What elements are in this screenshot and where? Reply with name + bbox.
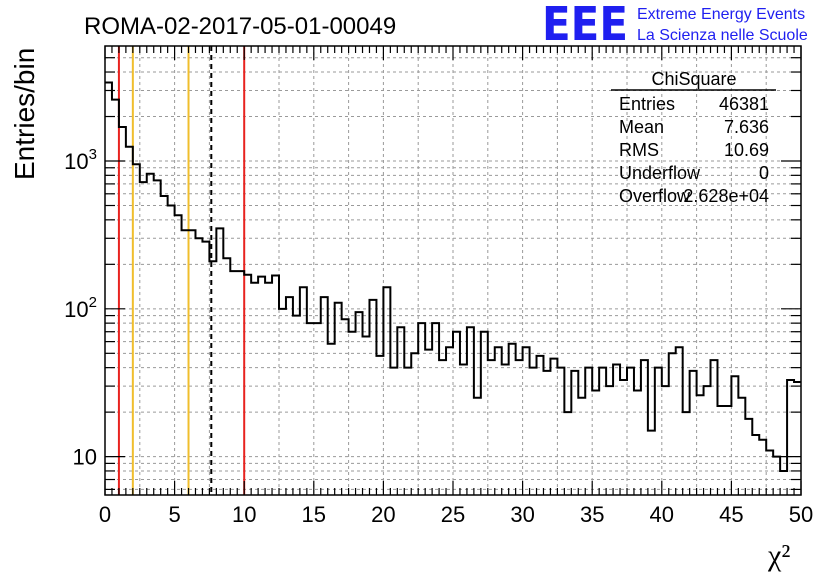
x-tick-label: 0 [99,502,111,527]
chart-title: ROMA-02-2017-05-01-00049 [84,13,396,40]
x-tick-label: 5 [168,502,180,527]
stats-label: Entries [619,94,675,114]
y-tick-label-exp: 3 [89,146,97,163]
logo-mark: EEE [542,0,628,51]
stats-value: 10.69 [724,140,769,160]
y-tick-label: 10 [73,445,97,470]
x-tick-label: 50 [789,502,813,527]
stats-label: Mean [619,117,664,137]
stats-box: ChiSquare Entries 46381 Mean 7.636 RMS 10.69 U… [611,69,776,206]
y-tick-label-exp: 2 [89,294,97,311]
x-tick-label: 10 [232,502,256,527]
logo-line-1: Extreme Energy Events [637,6,805,23]
histogram-series [105,81,801,472]
stats-rows: Entries 46381 Mean 7.636 RMS 10.69 Underflow 0 O… [619,94,769,206]
eee-logo: EEE Extreme Energy Events La Scienza nel… [542,0,808,51]
x-tick-label: 25 [441,502,465,527]
x-tick-label: 20 [371,502,395,527]
stats-value: 7.636 [724,117,769,137]
y-tick-label: 102 [64,294,97,322]
logo-line-2: La Scienza nelle Scuole [637,27,808,44]
y-tick-label: 103 [64,146,97,174]
stats-title: ChiSquare [651,69,736,89]
stats-value: 0 [759,163,769,183]
x-tick-label: 40 [650,502,674,527]
axis-ticks [104,46,802,495]
y-tick-label-base: 10 [64,149,88,174]
grid [105,46,801,495]
stats-value: 2.628e+04 [683,186,769,206]
x-axis-label: χ² [767,539,790,572]
x-tick-labels: 0 5 10 15 20 25 30 35 40 45 50 [99,502,813,527]
stats-value: 46381 [719,94,769,114]
x-tick-label: 35 [580,502,604,527]
x-tick-label: 30 [510,502,534,527]
reference-lines [117,46,246,495]
y-tick-label-base: 10 [64,297,88,322]
x-tick-label: 45 [719,502,743,527]
y-axis-label: Entries/bin [9,48,40,180]
x-tick-label: 15 [302,502,326,527]
stats-label: Overflow [619,186,691,206]
stats-label: RMS [619,140,659,160]
stats-label: Underflow [619,163,701,183]
